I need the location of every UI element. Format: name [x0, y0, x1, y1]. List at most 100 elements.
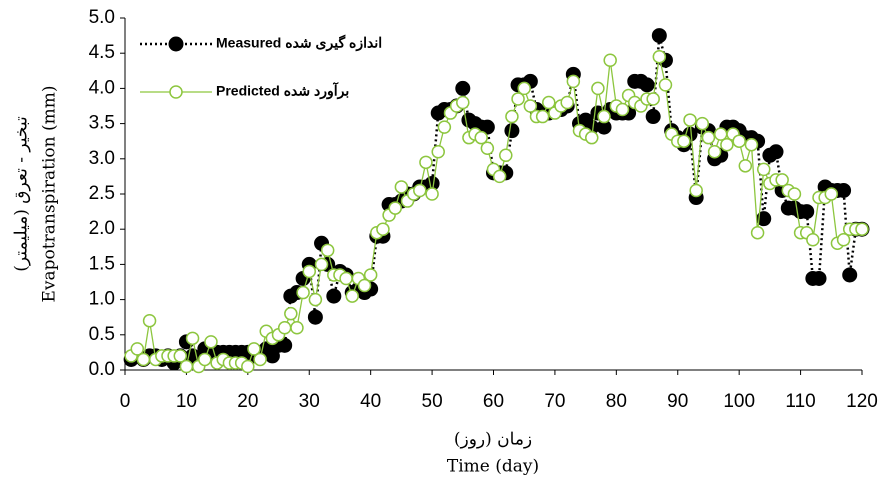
x-tick-label: 30: [299, 391, 320, 412]
data-point: [296, 285, 310, 300]
data-point: [615, 102, 630, 117]
data-point: [185, 331, 200, 346]
data-point: [142, 313, 157, 328]
data-point: [756, 162, 771, 177]
series-line: [130, 56, 862, 369]
data-point: [339, 271, 353, 286]
data-point: [683, 113, 697, 127]
x-tick-label: 90: [667, 391, 688, 412]
data-point: [732, 134, 746, 148]
data-point: [720, 137, 734, 152]
y-tick-label: 2.0: [89, 218, 115, 239]
y-tick-label: 5.0: [89, 7, 115, 28]
data-point: [277, 321, 292, 335]
data-point: [639, 77, 655, 93]
x-tick-label: 50: [422, 391, 443, 412]
data-point: [738, 159, 753, 173]
y-title: Evapotranspiration (mm): [40, 86, 60, 303]
data-point: [787, 187, 802, 201]
data-point: [645, 109, 661, 125]
data-point: [179, 359, 194, 374]
x-tick-label: 120: [846, 391, 878, 412]
data-point: [652, 49, 667, 64]
data-point: [597, 109, 611, 124]
data-point: [419, 155, 433, 170]
data-point: [768, 144, 784, 160]
data-point: [198, 352, 212, 367]
data-point: [836, 233, 851, 247]
data-point: [253, 352, 267, 367]
data-point: [566, 74, 581, 89]
data-point: [136, 352, 151, 367]
data-point: [284, 306, 298, 321]
data-point: [363, 268, 378, 282]
data-point: [308, 292, 323, 307]
data-point: [646, 92, 660, 106]
data-point: [842, 267, 858, 283]
x-tick-label: 100: [723, 391, 755, 412]
data-point: [357, 278, 372, 293]
data-point: [413, 183, 427, 198]
data-point: [695, 116, 710, 131]
data-point: [326, 288, 342, 304]
data-point: [591, 81, 605, 96]
y-tick-label: 1.5: [89, 253, 115, 274]
data-point: [855, 222, 869, 236]
data-point: [492, 169, 507, 184]
data-point: [130, 342, 145, 356]
data-point: [523, 99, 538, 113]
data-point: [824, 187, 839, 201]
y-title-fa: تبخیر - تعرق (میلیمتر): [12, 116, 32, 272]
y-tick-label: 4.5: [89, 42, 115, 63]
x-title-fa: زمان (روز): [454, 430, 532, 450]
x-tick-label: 70: [544, 391, 565, 412]
x-tick-label: 60: [483, 391, 504, 412]
data-point: [542, 95, 556, 110]
data-point: [277, 337, 293, 353]
data-point: [302, 264, 316, 279]
y-tick-label: 4.0: [89, 77, 115, 98]
x-tick-label: 10: [176, 391, 197, 412]
data-point: [775, 173, 789, 187]
legend-label: Predicted برآورد شده: [216, 82, 349, 100]
data-point: [204, 335, 218, 349]
data-point: [479, 119, 495, 135]
data-point: [806, 233, 820, 247]
data-point: [456, 95, 470, 110]
data-point: [505, 109, 519, 124]
data-point: [394, 180, 409, 194]
data-point: [307, 309, 323, 325]
data-point: [511, 92, 525, 106]
x-title: Time (day): [447, 457, 539, 477]
data-point: [504, 123, 520, 139]
x-tick-label: 40: [360, 391, 381, 412]
y-tick-label: 3.0: [89, 148, 115, 169]
data-point: [425, 187, 439, 201]
legend-label: Measured اندازه گیری شده: [216, 35, 382, 52]
data-point: [811, 270, 827, 286]
data-point: [388, 201, 402, 215]
y-tick-label: 2.5: [89, 183, 115, 204]
data-point: [376, 222, 390, 236]
data-point: [689, 183, 703, 198]
data-point: [560, 95, 574, 110]
data-point: [744, 137, 759, 152]
data-point: [455, 80, 471, 96]
data-point: [173, 349, 188, 363]
y-tick-label: 0.0: [89, 359, 115, 380]
x-tick-label: 110: [785, 391, 815, 412]
data-point: [707, 145, 722, 159]
data-point: [474, 130, 488, 145]
data-point: [585, 130, 599, 145]
data-point: [799, 204, 815, 220]
data-point: [517, 81, 531, 96]
data-point: [314, 257, 329, 272]
data-point: [290, 321, 304, 335]
data-point: [345, 289, 359, 303]
data-point: [677, 134, 691, 148]
data-point: [535, 109, 550, 124]
data-point: [437, 120, 452, 134]
x-tick-label: 0: [120, 391, 131, 412]
data-point: [320, 243, 335, 258]
